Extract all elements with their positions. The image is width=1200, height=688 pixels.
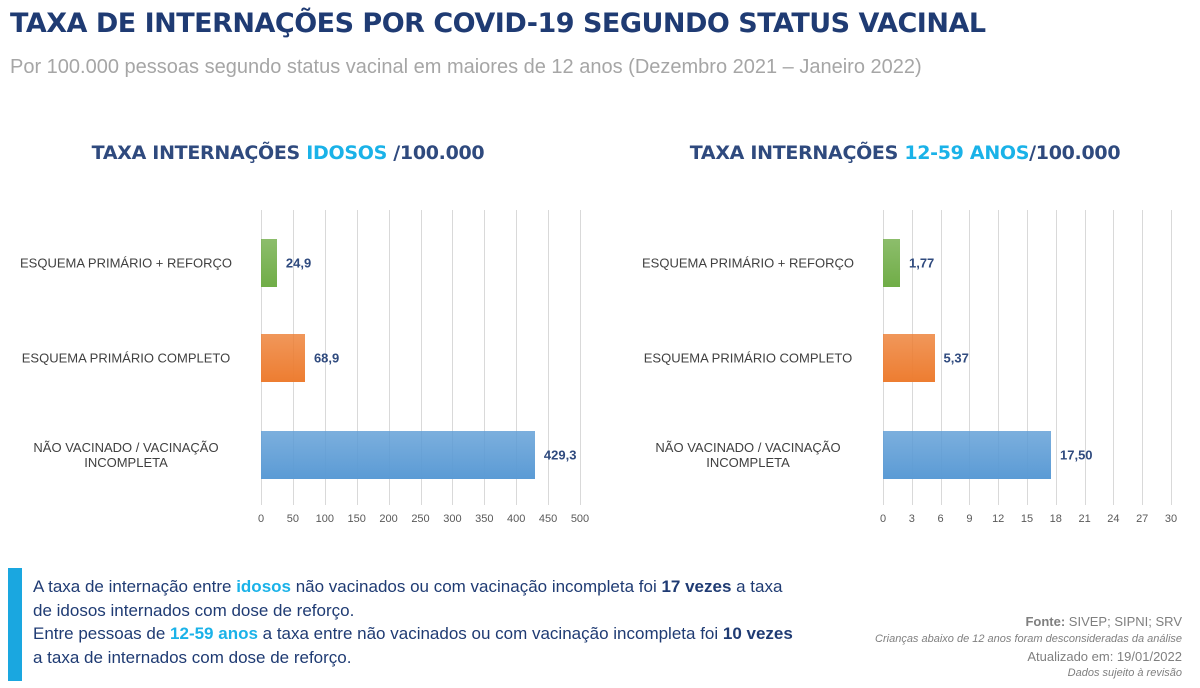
text-segment: IDOSOS (306, 142, 387, 164)
category-label: ESQUEMA PRIMÁRIO + REFORÇO (641, 255, 854, 271)
text-segment: 17 vezes (661, 577, 732, 596)
exclusion-note: Crianças abaixo de 12 anos foram descons… (875, 633, 1182, 645)
x-tick-label: 27 (1136, 513, 1149, 525)
x-tick-label: 0 (257, 513, 265, 525)
x-tick-label: 21 (1078, 513, 1091, 525)
disclaimer: Dados sujeito à revisão (1067, 667, 1182, 679)
x-tick-label: 200 (379, 513, 398, 525)
text-segment: TAXA INTERNAÇÕES (689, 142, 905, 164)
x-tick-label: 0 (879, 513, 887, 525)
bar (883, 431, 1051, 479)
text-segment: 12-59 anos (170, 624, 258, 643)
value-label: 5,37 (943, 350, 969, 366)
text-segment: a taxa de idosos internados com dose de … (33, 577, 783, 620)
value-label: 17,50 (1060, 447, 1093, 463)
text-segment: idosos (236, 577, 291, 596)
chart-title: TAXA INTERNAÇÕES IDOSOS /100.000 (0, 142, 588, 164)
grid-line (580, 210, 581, 505)
grid-line (484, 210, 486, 505)
text-segment: 10 vezes (722, 624, 793, 643)
x-tick-label: 12 (992, 513, 1005, 525)
source: Fonte: SIVEP; SIPNI; SRV (1025, 614, 1182, 629)
grid-line (356, 210, 358, 505)
source-label: Fonte: (1025, 614, 1066, 629)
chart-title: TAXA INTERNAÇÕES 12-59 ANOS/100.000 (605, 142, 1200, 164)
text-segment: a taxa entre não vacinados ou com vacina… (257, 624, 723, 643)
text-segment: A taxa de internação entre (33, 577, 237, 596)
x-tick-label: 400 (507, 513, 526, 525)
x-tick-label: 150 (347, 513, 366, 525)
grid-line (1171, 210, 1172, 505)
x-tick-label: 15 (1020, 513, 1034, 525)
value-label: 24,9 (285, 255, 312, 271)
text-segment: a taxa de internados com dose de reforço… (33, 647, 352, 667)
grid-line (516, 210, 518, 505)
note-paragraph: Entre pessoas de 12-59 anos a taxa entre… (33, 622, 803, 669)
bar (261, 431, 535, 479)
updated-date: Atualizado em: 19/01/2022 (1027, 649, 1182, 664)
text-segment: TAXA INTERNAÇÕES (91, 142, 307, 164)
grid-line (1027, 210, 1028, 505)
note-paragraph: A taxa de internação entre idosos não va… (33, 575, 803, 622)
x-tick-label: 18 (1049, 513, 1062, 525)
grid-line (452, 210, 454, 505)
text-segment: /100.000 (386, 142, 485, 164)
bar (261, 239, 277, 287)
x-tick-label: 350 (475, 513, 494, 525)
category-label: ESQUEMA PRIMÁRIO + REFORÇO (19, 255, 232, 271)
value-label: 1,77 (908, 255, 935, 271)
x-tick-label: 6 (937, 513, 944, 525)
grid-line (1055, 210, 1057, 505)
x-tick-label: 3 (908, 513, 915, 525)
bar (883, 239, 900, 287)
grid-line (324, 210, 326, 505)
bar (261, 334, 305, 382)
bar (883, 334, 935, 382)
page-title: TAXA DE INTERNAÇÕES POR COVID-19 SEGUNDO… (10, 8, 986, 39)
x-tick-label: 24 (1107, 513, 1120, 525)
source-text: SIVEP; SIPNI; SRV (1065, 614, 1182, 629)
grid-line (998, 210, 1000, 505)
x-tick-label: 50 (286, 513, 300, 525)
grid-line (1113, 210, 1115, 505)
x-tick-label: 450 (538, 513, 558, 525)
x-tick-label: 250 (411, 513, 430, 525)
category-label: NÃO VACINADO / VACINAÇÃO INCOMPLETA (655, 440, 841, 470)
grid-line (548, 210, 550, 505)
x-tick-label: 9 (966, 513, 973, 525)
value-label: 68,9 (313, 350, 340, 366)
category-label: NÃO VACINADO / VACINAÇÃO INCOMPLETA (33, 440, 219, 470)
x-tick-label: 300 (443, 513, 462, 525)
grid-line (1084, 210, 1086, 505)
x-tick-label: 100 (315, 513, 334, 525)
grid-line (1142, 210, 1144, 505)
value-label: 429,3 (543, 447, 577, 463)
x-tick-label: 500 (570, 513, 590, 525)
accent-bar (8, 568, 22, 681)
category-label: ESQUEMA PRIMÁRIO COMPLETO (21, 350, 231, 366)
grid-line (420, 210, 422, 505)
grid-line (969, 210, 971, 505)
x-tick-label: 30 (1164, 513, 1178, 525)
text-segment: Entre pessoas de (33, 624, 171, 643)
text-segment: não vacinados ou com vacinação incomplet… (291, 577, 662, 596)
category-label: ESQUEMA PRIMÁRIO COMPLETO (643, 350, 853, 366)
text-segment: 12-59 ANOS (904, 142, 1030, 164)
grid-line (388, 210, 390, 505)
grid-line (940, 210, 942, 505)
page-subtitle: Por 100.000 pessoas segundo status vacin… (10, 56, 922, 78)
text-segment: /100.000 (1029, 142, 1121, 164)
